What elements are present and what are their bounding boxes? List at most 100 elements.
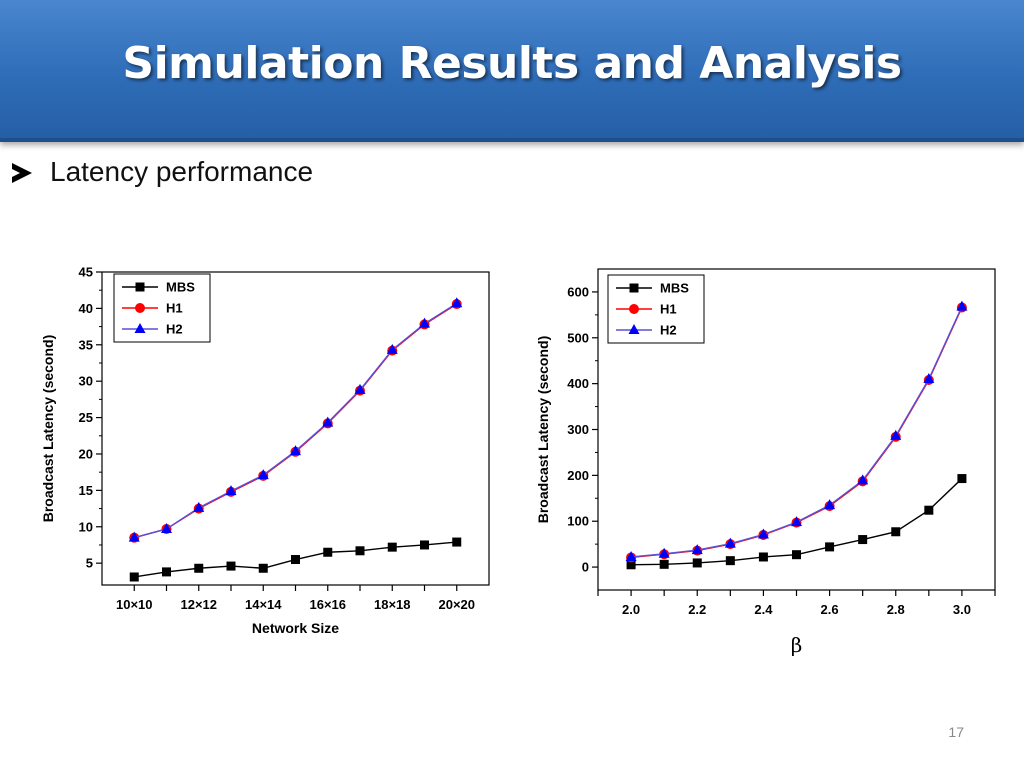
- y-tick-label: 500: [567, 330, 589, 345]
- data-point-h2: [890, 429, 902, 440]
- data-point-h2: [451, 297, 463, 308]
- series-h2: [625, 300, 968, 561]
- y-tick-label: 30: [79, 374, 93, 389]
- data-point-mbs: [924, 505, 934, 515]
- data-point-h2: [225, 485, 237, 496]
- data-point-mbs: [452, 537, 462, 547]
- data-point-mbs: [420, 540, 429, 550]
- y-tick-label: 45: [79, 265, 93, 280]
- bullet-text: Latency performance: [50, 156, 314, 187]
- data-point-mbs: [162, 567, 171, 577]
- data-point-mbs: [891, 527, 901, 537]
- data-point-h2: [625, 550, 637, 561]
- legend-label-h2: H2: [166, 322, 183, 337]
- legend-marker-mbs: [629, 283, 639, 293]
- data-point-mbs: [258, 563, 268, 573]
- y-tick-label: 10: [79, 519, 93, 534]
- data-point-h2: [193, 501, 205, 512]
- x-axis-title: β: [791, 633, 803, 657]
- x-tick-label: 16×16: [309, 597, 346, 612]
- legend-marker-h1: [629, 304, 639, 314]
- data-point-mbs: [626, 560, 636, 570]
- data-point-mbs: [825, 542, 835, 552]
- data-point-h2: [791, 516, 802, 527]
- x-tick-label: 10×10: [116, 597, 153, 612]
- data-point-h2: [322, 416, 334, 427]
- data-point-h2: [386, 343, 398, 354]
- data-point-h2: [257, 469, 269, 480]
- data-point-mbs: [129, 572, 139, 582]
- legend-label-mbs: MBS: [166, 280, 195, 295]
- data-point-mbs: [291, 555, 300, 565]
- legend-marker-h2: [628, 324, 640, 334]
- legend-marker-h2: [134, 323, 146, 333]
- data-point-mbs: [858, 535, 868, 545]
- y-tick-label: 40: [79, 301, 93, 316]
- y-tick-label: 300: [567, 422, 589, 437]
- data-point-h2: [290, 445, 301, 456]
- x-axis-title: Network Size: [252, 620, 339, 636]
- y-tick-label: 35: [79, 337, 93, 352]
- title-bar: Simulation Results and Analysis: [0, 0, 1024, 142]
- series-h2: [128, 297, 463, 542]
- x-tick-label: 2.0: [622, 602, 640, 617]
- data-point-mbs: [725, 556, 735, 566]
- y-tick-label: 400: [567, 376, 589, 391]
- chart-beta: 0 100 200 300 400 500 600 2.0 2.2 2.4 2.6 2.8 3.0 β Br…: [535, 268, 996, 657]
- series-mbs: [626, 474, 967, 570]
- slide-number: 17: [948, 724, 964, 740]
- data-point-h2: [724, 537, 736, 548]
- data-point-h2: [161, 522, 172, 533]
- data-point-mbs: [323, 547, 333, 557]
- y-tick-label: 600: [567, 284, 589, 299]
- data-point-mbs: [792, 550, 801, 560]
- data-point-h2: [354, 383, 366, 394]
- slide-title: Simulation Results and Analysis: [122, 38, 902, 89]
- y-tick-label: 15: [79, 483, 93, 498]
- data-point-h2: [419, 317, 430, 328]
- legend-label-h2: H2: [660, 323, 677, 338]
- x-tick-label: 3.0: [953, 602, 971, 617]
- x-tick-label: 2.2: [688, 602, 706, 617]
- data-point-mbs: [194, 563, 204, 573]
- data-point-mbs: [659, 559, 669, 569]
- data-point-h2: [857, 474, 869, 485]
- x-tick-label: 2.6: [821, 602, 839, 617]
- data-point-mbs: [758, 552, 768, 562]
- x-tick-label: 2.8: [887, 602, 905, 617]
- data-point-mbs: [355, 546, 365, 556]
- y-axis-title: Broadcast Latency (second): [40, 335, 56, 523]
- y-tick-label: 5: [86, 556, 93, 571]
- data-point-h2: [691, 544, 703, 555]
- y-tick-label: 100: [567, 514, 589, 529]
- bullet-row: Latency performance: [12, 154, 313, 190]
- legend-marker-mbs: [135, 282, 145, 292]
- x-tick-label: 2.4: [754, 602, 773, 617]
- x-tick-label: 14×14: [245, 597, 282, 612]
- data-point-h2: [956, 300, 968, 311]
- data-point-mbs: [957, 474, 967, 484]
- y-axis-title: Broadcast Latency (second): [535, 336, 551, 524]
- y-tick-label: 0: [582, 560, 589, 575]
- chart-network-size: 5 10 15 20 25 30 35 40 45 10×10 12×12 14×14 16×16 18×…: [40, 265, 490, 636]
- data-point-h2: [923, 373, 935, 384]
- y-tick-label: 20: [79, 446, 93, 461]
- data-point-h2: [658, 547, 670, 558]
- legend-label-h1: H1: [660, 302, 677, 317]
- x-tick-label: 12×12: [180, 597, 217, 612]
- legend-marker-h1: [135, 303, 145, 313]
- data-point-h2: [128, 531, 140, 542]
- y-tick-label: 200: [567, 468, 589, 483]
- data-point-mbs: [692, 558, 702, 568]
- series-mbs: [129, 537, 462, 582]
- legend-label-mbs: MBS: [660, 281, 689, 296]
- legend-label-h1: H1: [166, 301, 183, 316]
- data-point-mbs: [387, 542, 397, 552]
- data-point-mbs: [226, 561, 236, 571]
- x-tick-label: 18×18: [374, 597, 411, 612]
- x-tick-label: 20×20: [438, 597, 475, 612]
- y-tick-label: 25: [79, 410, 93, 425]
- arrow-bullet-icon: [12, 163, 32, 183]
- data-point-h2: [824, 499, 836, 510]
- data-point-h2: [757, 528, 769, 539]
